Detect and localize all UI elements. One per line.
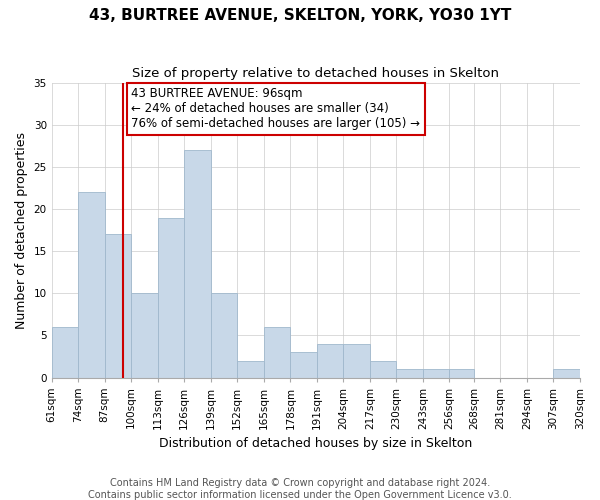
- Bar: [211, 294, 237, 378]
- Bar: [52, 327, 78, 378]
- Text: 43 BURTREE AVENUE: 96sqm
← 24% of detached houses are smaller (34)
76% of semi-d: 43 BURTREE AVENUE: 96sqm ← 24% of detach…: [131, 88, 420, 130]
- Bar: [317, 344, 343, 378]
- Bar: [290, 352, 317, 378]
- Title: Size of property relative to detached houses in Skelton: Size of property relative to detached ho…: [133, 68, 499, 80]
- Bar: [264, 327, 290, 378]
- Bar: [423, 369, 449, 378]
- X-axis label: Distribution of detached houses by size in Skelton: Distribution of detached houses by size …: [159, 437, 472, 450]
- Bar: [184, 150, 211, 378]
- Bar: [553, 369, 580, 378]
- Bar: [343, 344, 370, 378]
- Bar: [237, 360, 264, 378]
- Text: 43, BURTREE AVENUE, SKELTON, YORK, YO30 1YT: 43, BURTREE AVENUE, SKELTON, YORK, YO30 …: [89, 8, 511, 22]
- Bar: [131, 294, 158, 378]
- Y-axis label: Number of detached properties: Number of detached properties: [15, 132, 28, 329]
- Text: Contains HM Land Registry data © Crown copyright and database right 2024.
Contai: Contains HM Land Registry data © Crown c…: [88, 478, 512, 500]
- Bar: [78, 192, 105, 378]
- Bar: [370, 360, 397, 378]
- Bar: [397, 369, 423, 378]
- Bar: [449, 369, 474, 378]
- Bar: [105, 234, 131, 378]
- Bar: [158, 218, 184, 378]
